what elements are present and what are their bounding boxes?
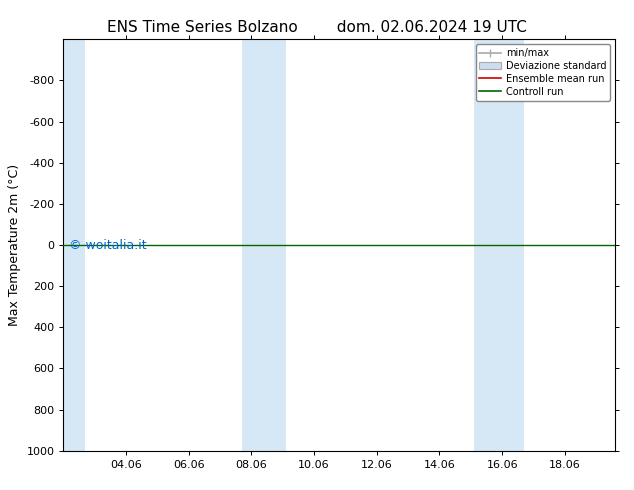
- Y-axis label: Max Temperature 2m (°C): Max Temperature 2m (°C): [8, 164, 21, 326]
- Text: © woitalia.it: © woitalia.it: [69, 239, 146, 252]
- Bar: [63, 39, 86, 451]
- Text: ENS Time Series Bolzano        dom. 02.06.2024 19 UTC: ENS Time Series Bolzano dom. 02.06.2024 …: [107, 20, 527, 35]
- Legend: min/max, Deviazione standard, Ensemble mean run, Controll run: min/max, Deviazione standard, Ensemble m…: [476, 44, 610, 100]
- Bar: [474, 39, 524, 451]
- Bar: [242, 39, 286, 451]
